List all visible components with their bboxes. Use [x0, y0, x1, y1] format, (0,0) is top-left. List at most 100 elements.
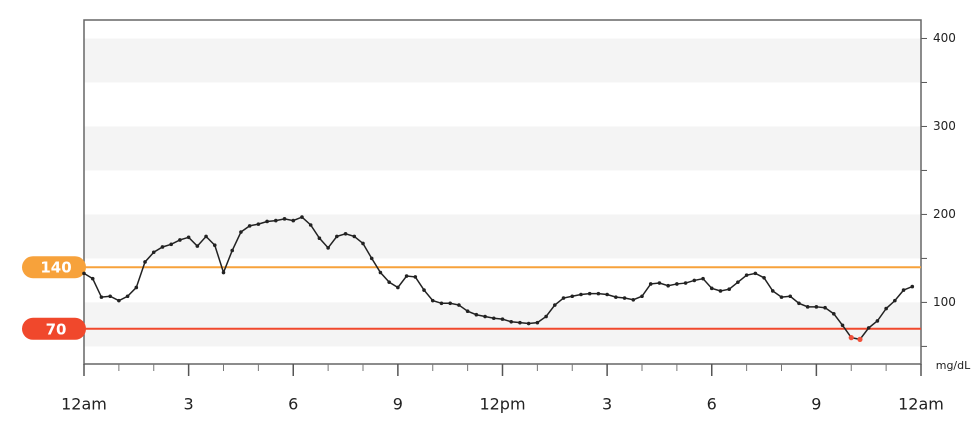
glucose-point — [82, 271, 86, 276]
glucose-point — [160, 245, 165, 249]
band — [84, 38, 921, 83]
glucose-point — [239, 230, 243, 234]
target-label: 70 — [46, 320, 67, 338]
glucose-point — [753, 271, 758, 276]
band — [84, 214, 921, 259]
glucose-point — [457, 303, 461, 307]
glucose-point — [884, 306, 888, 311]
x-tick-label: 12am — [898, 395, 944, 414]
glucose-point — [570, 294, 575, 299]
glucose-point — [727, 287, 731, 292]
target-label: 140 — [40, 259, 71, 277]
target-pill — [22, 317, 86, 340]
glucose-point — [221, 270, 226, 275]
glucose-point — [797, 301, 801, 306]
x-tick-label: 3 — [602, 395, 612, 414]
glucose-point — [666, 283, 670, 288]
glucose-point — [247, 224, 252, 228]
glucose-point — [866, 326, 871, 330]
glucose-point — [832, 312, 836, 316]
glucose-point — [840, 323, 845, 328]
glucose-point — [108, 294, 112, 299]
glucose-point — [762, 275, 766, 280]
glucose-point — [265, 219, 269, 224]
glucose-point — [282, 217, 287, 221]
glucose-point — [396, 285, 400, 290]
glucose-point — [823, 305, 827, 310]
glucose-point — [474, 312, 479, 317]
glucose-point — [848, 335, 854, 341]
glucose-point — [553, 303, 557, 307]
glucose-point — [579, 292, 583, 297]
glucose-point — [422, 288, 426, 292]
glucose-point — [483, 314, 487, 319]
glucose-point — [134, 285, 139, 290]
band — [84, 126, 921, 171]
glucose-point — [291, 218, 296, 223]
glucose-point — [692, 278, 697, 283]
glucose-point — [544, 314, 548, 319]
glucose-point — [736, 280, 740, 284]
glucose-point — [117, 298, 121, 303]
x-tick-label: 12pm — [479, 395, 525, 414]
glucose-point — [439, 301, 444, 306]
glucose-point — [683, 281, 688, 285]
glucose-point — [430, 298, 435, 303]
glucose-point — [701, 276, 705, 281]
glucose-point — [587, 291, 592, 296]
glucose-point — [369, 256, 374, 261]
target-pill — [22, 256, 86, 279]
y-tick-label: 300 — [933, 119, 956, 133]
glucose-point — [605, 292, 609, 297]
y-unit: mg/dL — [936, 359, 971, 372]
x-tick-label: 6 — [707, 395, 717, 414]
glucose-point — [256, 222, 261, 226]
glucose-point — [631, 297, 636, 302]
glucose-point — [317, 236, 322, 240]
glucose-point — [186, 235, 191, 240]
glucose-point — [90, 276, 95, 281]
band — [84, 302, 921, 347]
glucose-point — [535, 320, 540, 325]
x-tick-label: 9 — [811, 395, 821, 414]
glucose-point — [151, 250, 156, 255]
glucose-point — [343, 231, 348, 236]
glucose-point — [204, 234, 208, 239]
glucose-point — [805, 305, 810, 309]
glucose-point — [413, 275, 418, 279]
glucose-point — [99, 295, 104, 299]
glucose-point — [500, 317, 505, 321]
glucose-point — [770, 289, 775, 293]
glucose-point — [675, 282, 679, 286]
glucose-point — [622, 296, 627, 300]
glucose-point — [718, 289, 723, 293]
glucose-point — [561, 296, 566, 300]
glucose-point — [195, 244, 200, 248]
y-tick-label: 100 — [933, 295, 956, 309]
x-tick-label: 6 — [288, 395, 298, 414]
glucose-point — [518, 320, 522, 325]
glucose-point — [335, 234, 339, 239]
glucose-point — [230, 248, 235, 253]
glucose-point — [361, 241, 365, 246]
x-tick-label: 12am — [61, 395, 107, 414]
glucose-point — [308, 223, 313, 227]
glucose-point — [875, 319, 880, 323]
glucose-point — [404, 274, 409, 278]
glucose-point — [274, 218, 278, 223]
glucose-point — [352, 234, 357, 239]
glucose-point — [709, 286, 714, 291]
glucose-point — [448, 301, 452, 306]
glucose-point — [893, 298, 897, 303]
glucose-point — [143, 260, 147, 264]
glucose-point — [465, 309, 470, 314]
y-tick-label: 200 — [933, 207, 956, 221]
glucose-point — [378, 270, 383, 275]
glucose-point — [640, 294, 644, 299]
glucose-point — [526, 321, 531, 326]
glucose-point — [814, 305, 819, 309]
glucose-point — [509, 319, 514, 324]
glucose-point — [901, 288, 906, 292]
glucose-point — [169, 242, 173, 247]
